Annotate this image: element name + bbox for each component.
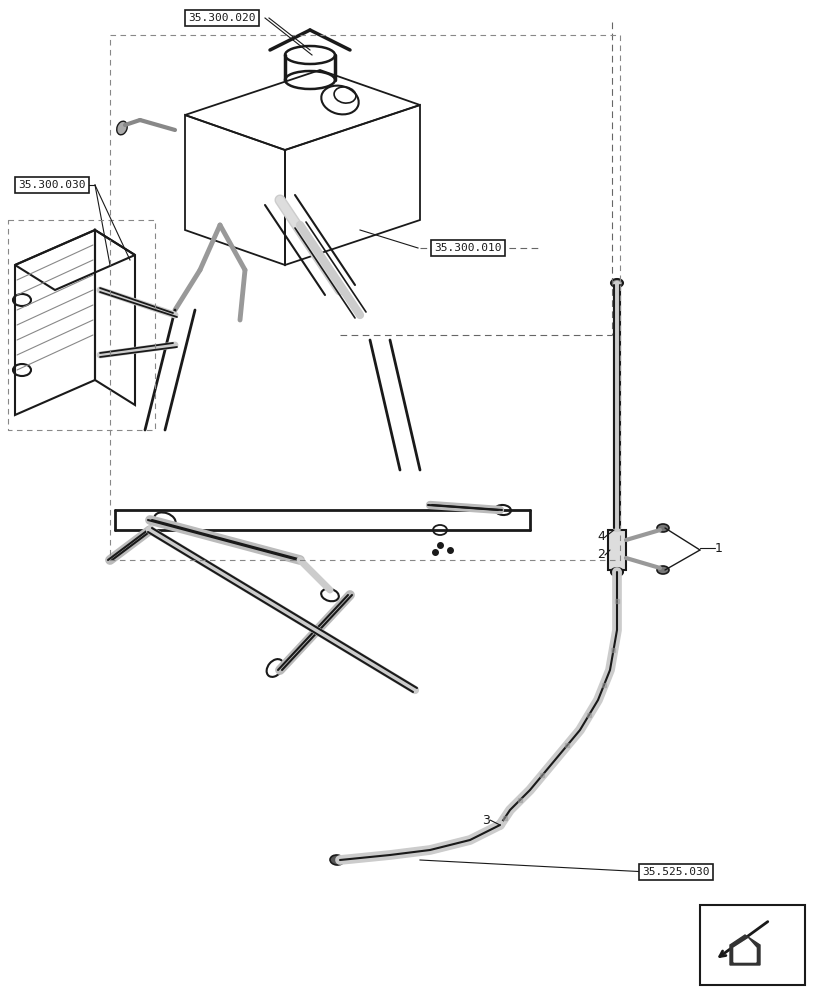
Text: 35.300.030: 35.300.030 [18, 180, 86, 190]
Ellipse shape [657, 566, 669, 574]
Ellipse shape [611, 279, 623, 287]
Polygon shape [730, 935, 760, 965]
Text: 2: 2 [597, 548, 605, 562]
Text: 35.300.020: 35.300.020 [188, 13, 255, 23]
Text: 4: 4 [597, 530, 605, 544]
Ellipse shape [657, 524, 669, 532]
Ellipse shape [330, 855, 344, 865]
Ellipse shape [611, 568, 623, 576]
FancyBboxPatch shape [700, 905, 805, 985]
Ellipse shape [116, 121, 127, 135]
Text: 35.300.010: 35.300.010 [434, 243, 502, 253]
FancyBboxPatch shape [608, 530, 626, 570]
Text: 3: 3 [482, 814, 490, 826]
Text: 1: 1 [715, 542, 723, 554]
Text: 35.525.030: 35.525.030 [642, 867, 710, 877]
Polygon shape [734, 939, 756, 962]
